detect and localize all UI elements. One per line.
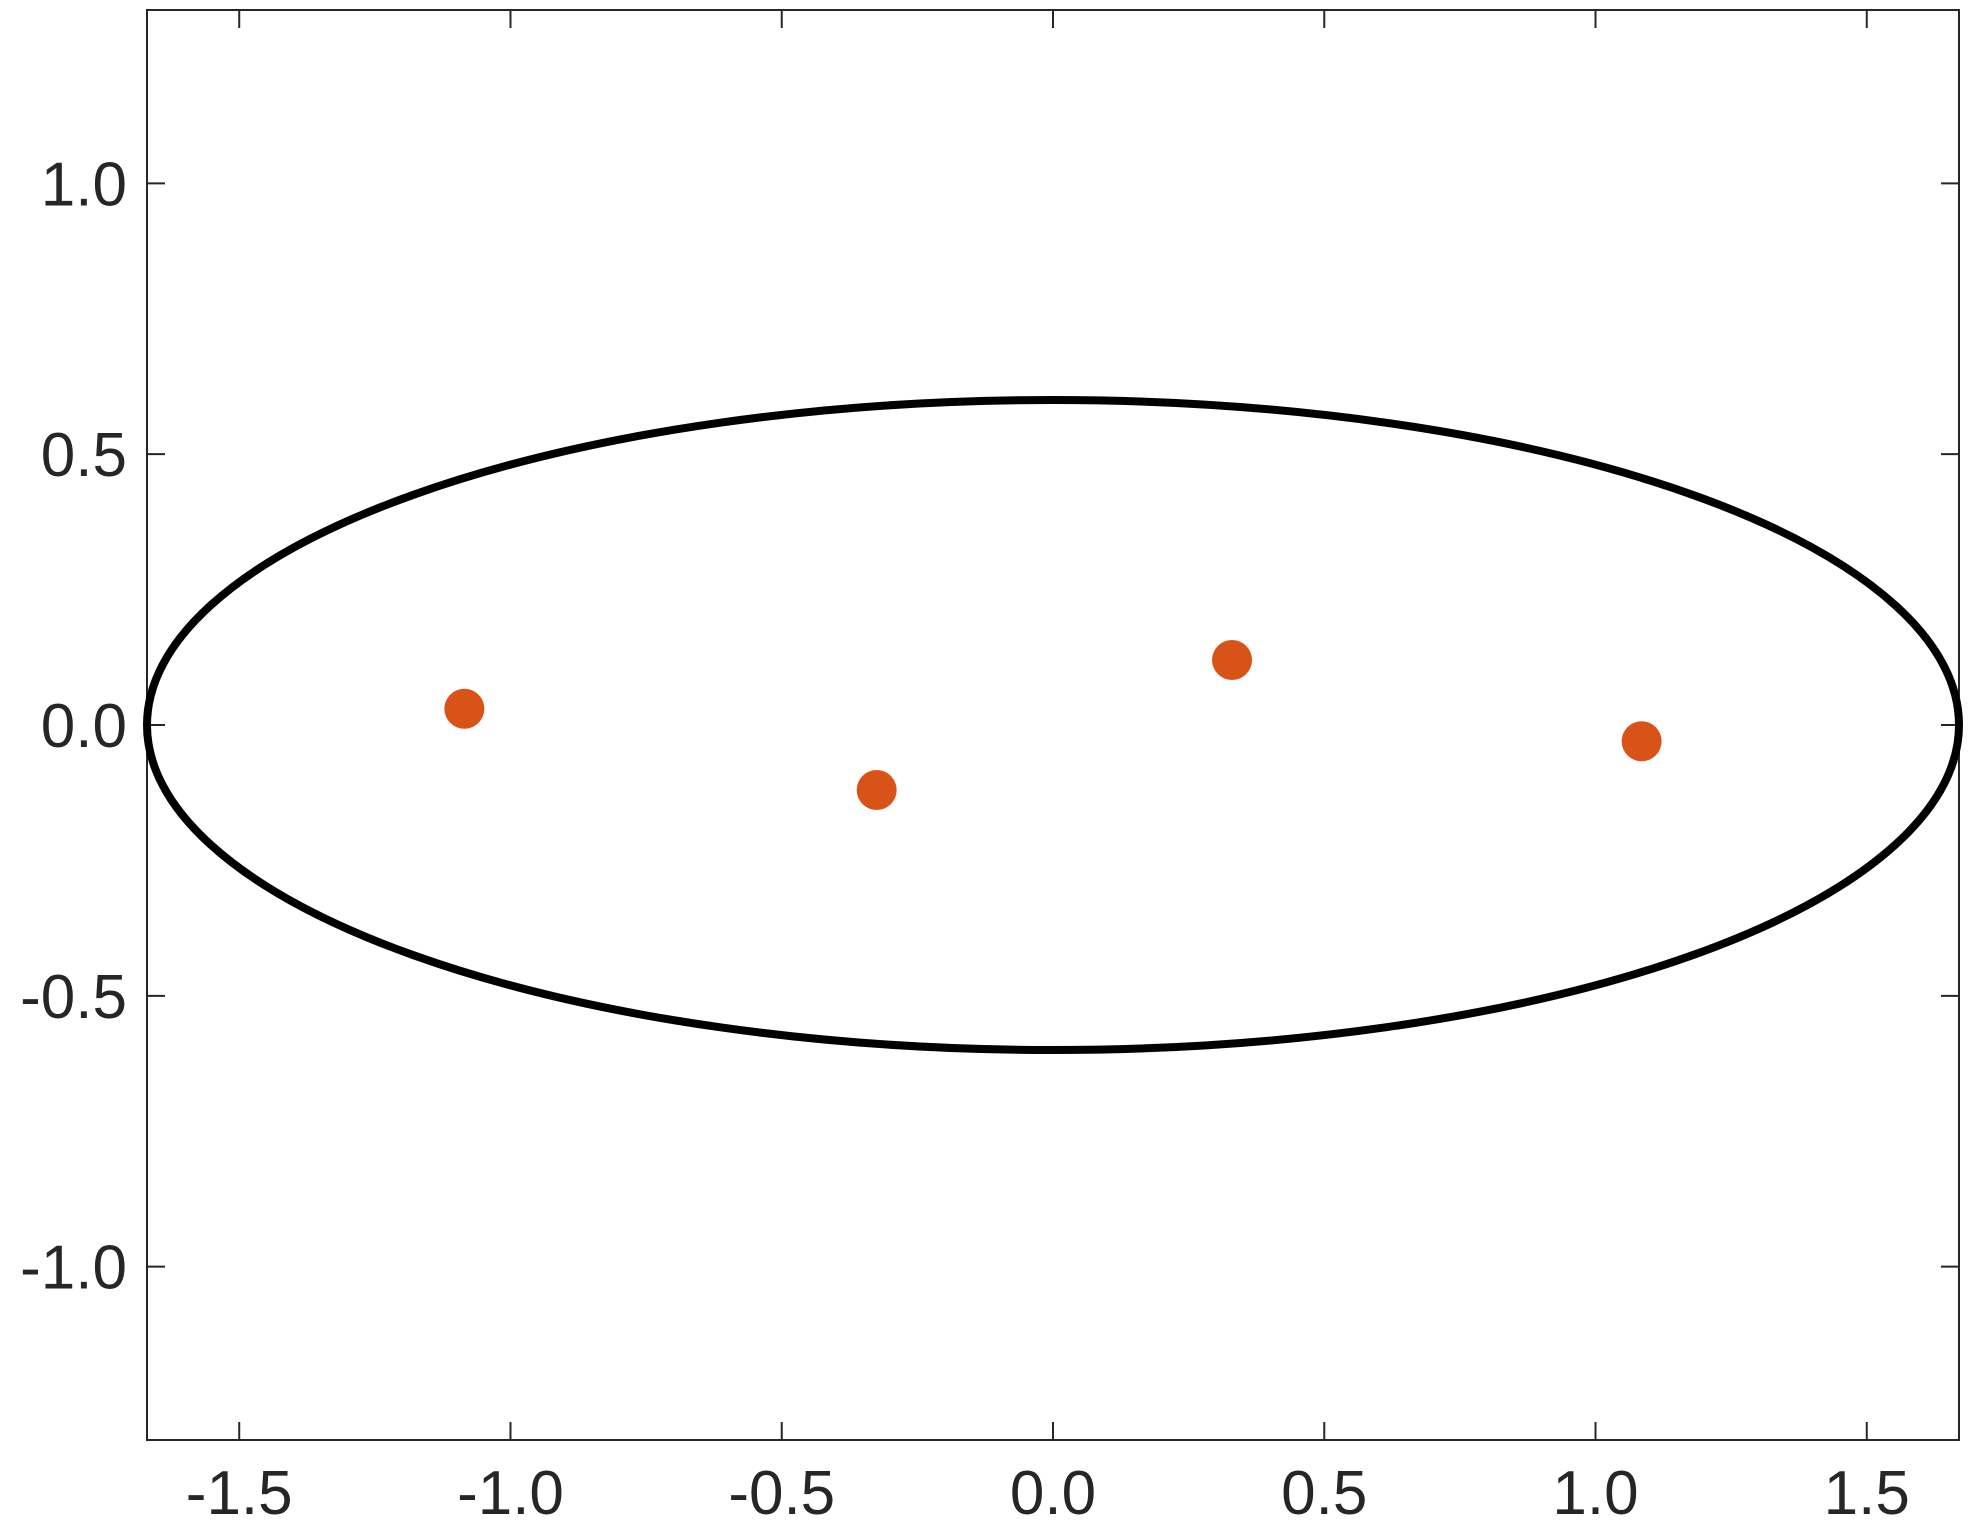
x-tick-label: 1.5 <box>1824 1459 1910 1528</box>
x-tick-label: -0.5 <box>728 1459 835 1528</box>
scatter-point <box>1212 640 1253 680</box>
scatter-point <box>1621 721 1662 762</box>
scatter-point <box>856 770 897 810</box>
ellipse-outline <box>143 396 1963 1054</box>
plot-area <box>146 9 1960 1441</box>
scatter-points <box>444 640 1662 810</box>
ellipse-layer <box>143 396 1963 1054</box>
x-tick-label: -1.5 <box>186 1459 293 1528</box>
x-tick-label: -1.0 <box>457 1459 564 1528</box>
y-tick-label: -0.5 <box>20 963 127 1032</box>
x-axis: -1.5 -1.0 -0.5 0.0 0.5 1.0 1.5 <box>186 10 1910 1528</box>
x-tick-label: 0.5 <box>1281 1459 1367 1528</box>
x-tick-label: 1.0 <box>1552 1459 1638 1528</box>
y-axis: -1.0 -0.5 0.0 0.5 1.0 <box>20 150 1959 1303</box>
y-tick-label: 0.0 <box>41 692 127 761</box>
y-tick-label: 0.5 <box>41 421 127 490</box>
y-tick-label: 1.0 <box>41 150 127 219</box>
scatter-point <box>444 688 485 729</box>
x-tick-label: 0.0 <box>1010 1459 1096 1528</box>
y-tick-label: -1.0 <box>20 1234 127 1303</box>
